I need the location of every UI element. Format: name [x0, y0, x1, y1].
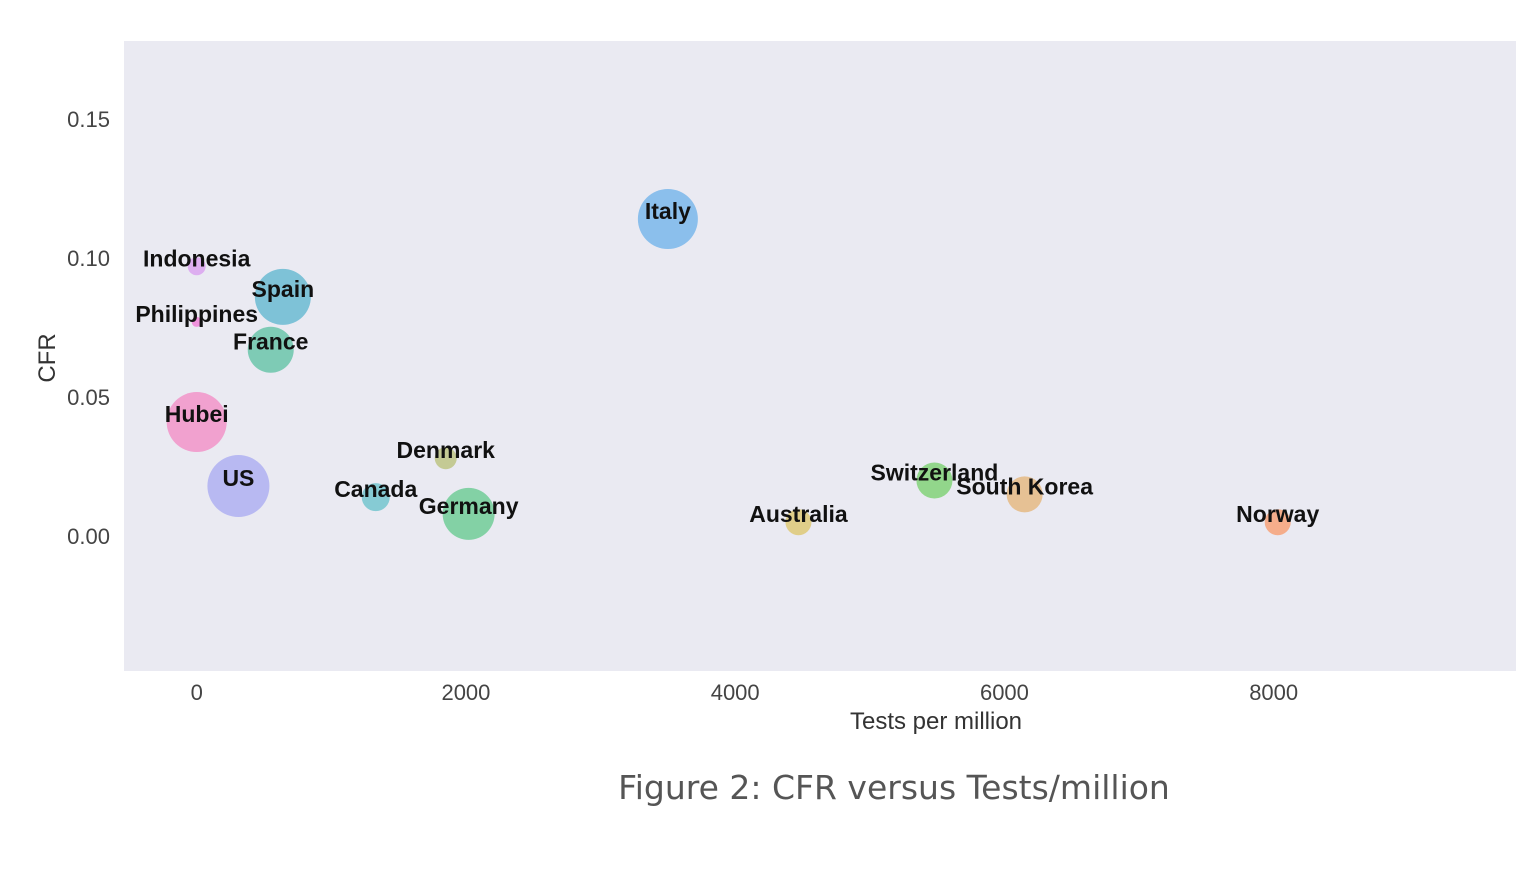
- data-point: [442, 487, 495, 540]
- data-point: [916, 462, 953, 499]
- data-point: [637, 189, 698, 250]
- data-point: [191, 316, 202, 327]
- data-point-label: Norway: [1236, 501, 1319, 527]
- data-point-label: Philippines: [135, 301, 258, 327]
- y-tick-label: 0.15: [67, 107, 110, 132]
- x-tick-label: 4000: [711, 680, 760, 705]
- x-tick-label: 2000: [441, 680, 490, 705]
- data-point: [434, 447, 457, 470]
- x-tick-label: 8000: [1249, 680, 1298, 705]
- y-tick-label: 0.10: [67, 246, 110, 271]
- data-point-label: Italy: [645, 198, 691, 224]
- y-tick-labels: 0.00 0.05 0.10 0.15: [67, 107, 110, 549]
- data-point: [187, 257, 206, 276]
- x-tick-labels: 0 2000 4000 6000 8000: [191, 680, 1299, 705]
- data-point-label: Germany: [419, 493, 519, 519]
- x-tick-label: 0: [191, 680, 203, 705]
- data-points: [166, 189, 1291, 540]
- x-axis-label: Tests per million: [850, 708, 1022, 735]
- data-point: [207, 455, 270, 518]
- data-point: [247, 326, 294, 373]
- y-tick-label: 0.00: [67, 524, 110, 549]
- data-point-label: Switzerland: [871, 459, 999, 485]
- data-point-label: Australia: [749, 501, 848, 527]
- data-point-label: Denmark: [397, 437, 496, 463]
- x-tick-label: 6000: [980, 680, 1029, 705]
- plot-background: [124, 41, 1516, 671]
- data-point-label: US: [222, 465, 254, 491]
- y-axis-label: CFR: [34, 333, 61, 382]
- figure-caption: Figure 2: CFR versus Tests/million: [618, 768, 1170, 807]
- data-point-label: Spain: [252, 276, 315, 302]
- data-point-label: Indonesia: [143, 245, 251, 271]
- data-point-label: Hubei: [165, 401, 229, 427]
- data-point: [361, 483, 390, 512]
- data-point-label: South Korea: [956, 473, 1093, 499]
- data-point-label: Canada: [334, 476, 417, 502]
- data-point: [785, 509, 812, 536]
- data-point: [1006, 476, 1043, 513]
- data-point: [1264, 509, 1291, 536]
- data-point: [166, 392, 227, 453]
- data-point: [254, 268, 311, 325]
- y-tick-label: 0.05: [67, 385, 110, 410]
- data-point-label: France: [233, 329, 308, 355]
